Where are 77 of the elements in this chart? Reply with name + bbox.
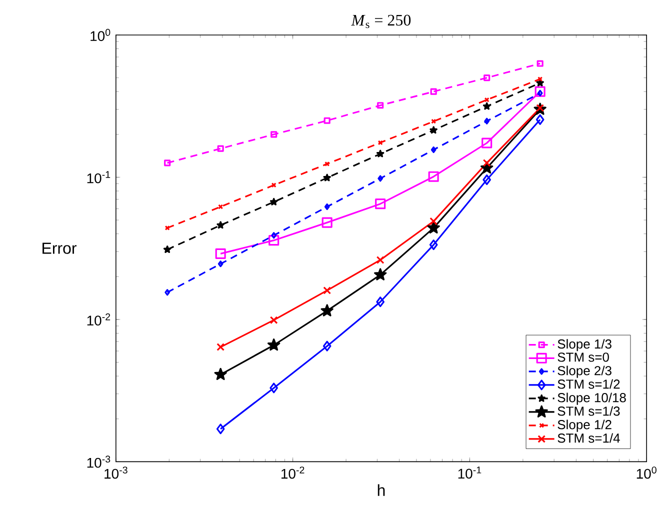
x-axis-title: h: [378, 484, 385, 496]
legend-label: Slope 1/3: [558, 339, 612, 352]
x-tick-label: 10$^{-2}$: [281, 466, 304, 479]
point: [538, 76, 543, 82]
point: [323, 286, 332, 295]
point: [324, 162, 330, 167]
legend-label: Slope 1/2: [558, 420, 612, 432]
point: [536, 79, 544, 87]
point: [377, 102, 384, 109]
point: [270, 198, 278, 206]
point: [482, 159, 491, 168]
y-tick-label: 10$^{-3}$: [87, 456, 110, 468]
point: [482, 138, 492, 148]
x-tick-label: 10$^{-3}$: [104, 466, 128, 479]
point: [378, 175, 384, 182]
point: [216, 343, 225, 352]
point: [268, 235, 280, 246]
point: [430, 126, 438, 134]
x-tick-label: 10$^{-1}$: [458, 466, 482, 479]
point: [271, 232, 276, 239]
point: [536, 60, 544, 67]
point: [376, 296, 384, 308]
point: [214, 368, 227, 380]
point: [536, 114, 544, 126]
legend-label: STM s=0: [558, 352, 609, 362]
point: [482, 174, 491, 186]
point: [320, 304, 334, 317]
point: [163, 246, 172, 254]
point: [484, 97, 490, 103]
point: [217, 145, 224, 152]
legend-label: STM s=1/2: [558, 379, 620, 389]
legend-label: STM s=1/4: [558, 433, 620, 443]
point: [484, 118, 490, 125]
point: [484, 74, 490, 82]
y-tick-label: 10$^{0}$: [90, 29, 110, 42]
point: [218, 204, 224, 210]
point: [323, 174, 331, 182]
point: [270, 316, 278, 324]
point: [427, 221, 440, 234]
chart-title: M$_{s}$ = 250: [351, 14, 411, 28]
point: [428, 171, 439, 182]
point: [216, 221, 224, 229]
legend-label: Slope 10/18: [558, 392, 626, 405]
y-tick-label: 10$^{-2}$: [87, 314, 110, 326]
point: [267, 338, 280, 351]
x-tick-label: 10$^{0}$: [636, 466, 656, 479]
point: [430, 146, 436, 154]
legend-label: Slope 2/3: [558, 366, 612, 378]
point: [324, 118, 330, 124]
point: [482, 102, 491, 110]
point: [164, 226, 170, 231]
point: [378, 140, 383, 146]
point: [431, 118, 436, 124]
point: [430, 217, 438, 226]
point: [218, 260, 224, 268]
point: [376, 150, 384, 158]
point: [375, 198, 386, 210]
point: [537, 90, 543, 97]
y-axis-title: Error: [42, 242, 76, 254]
point: [536, 104, 544, 112]
point: [374, 268, 387, 280]
point: [215, 248, 226, 260]
point: [216, 424, 225, 434]
point: [324, 204, 330, 210]
point: [270, 131, 278, 138]
point: [322, 217, 332, 228]
point: [429, 240, 438, 250]
legend-label: STM s=1/3: [558, 406, 620, 416]
point: [376, 256, 384, 264]
point: [534, 86, 546, 98]
point: [164, 160, 171, 166]
point: [164, 289, 170, 296]
point: [270, 382, 278, 394]
point: [271, 182, 276, 188]
point: [430, 88, 437, 96]
point: [322, 340, 332, 352]
y-tick-label: 10$^{-1}$: [87, 171, 110, 184]
